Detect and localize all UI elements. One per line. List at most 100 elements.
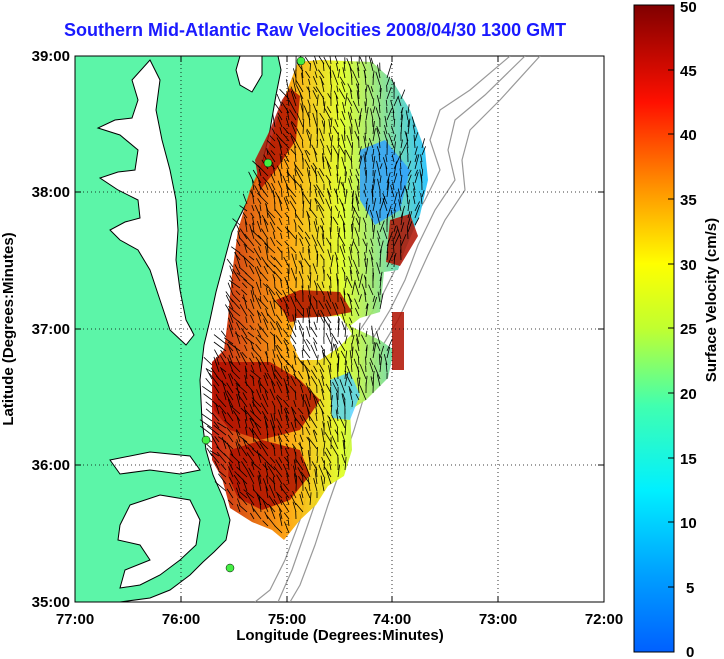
velocity-arrow xyxy=(227,466,234,478)
velocity-arrow xyxy=(319,399,325,408)
velocity-arrow xyxy=(337,316,339,324)
velocity-arrow xyxy=(335,343,339,352)
velocity-arrow xyxy=(293,350,297,359)
velocity-arrow xyxy=(393,173,398,184)
velocity-arrow xyxy=(258,179,262,191)
velocity-arrow xyxy=(220,366,227,380)
velocity-arrow xyxy=(310,369,318,380)
velocity-arrow xyxy=(344,323,347,338)
velocity-arrow xyxy=(329,417,332,429)
velocity-arrow xyxy=(265,283,276,296)
velocity-arrow xyxy=(282,126,290,135)
velocity-arrow xyxy=(281,362,283,373)
velocity-arrow xyxy=(279,137,290,149)
velocity-arrow xyxy=(323,476,326,485)
velocity-arrow xyxy=(203,357,213,366)
velocity-arrow xyxy=(277,433,283,443)
velocity-arrow xyxy=(218,470,227,478)
velocity-arrow xyxy=(344,277,347,289)
velocity-arrow xyxy=(379,240,384,254)
velocity-arrow xyxy=(294,416,304,429)
velocity-arrow xyxy=(228,305,241,317)
velocity-arrow xyxy=(377,64,381,79)
velocity-arrow xyxy=(260,402,269,415)
velocity-arrow xyxy=(273,256,283,268)
velocity-arrow xyxy=(274,287,283,296)
velocity-arrow xyxy=(292,501,297,513)
velocity-arrow xyxy=(413,188,416,198)
velocity-arrow xyxy=(302,200,305,212)
x-tick-label: 74:00 xyxy=(373,611,411,628)
velocity-arrow xyxy=(267,210,276,219)
velocity-arrow xyxy=(291,120,297,128)
velocity-arrow xyxy=(336,85,339,93)
velocity-arrow xyxy=(330,84,332,93)
velocity-arrow xyxy=(232,294,241,303)
velocity-arrow xyxy=(283,337,290,345)
velocity-arrow xyxy=(290,421,297,436)
velocity-arrow xyxy=(330,414,339,429)
velocity-arrow xyxy=(213,341,227,352)
velocity-arrow xyxy=(337,137,340,149)
colorbar xyxy=(633,4,675,653)
velocity-arrow xyxy=(271,400,276,408)
velocity-arrow xyxy=(243,439,255,450)
velocity-arrow xyxy=(315,184,325,198)
velocity-arrow xyxy=(287,455,290,471)
velocity-arrow xyxy=(284,408,290,422)
velocity-arrow xyxy=(289,200,297,212)
velocity-arrow xyxy=(318,300,325,310)
velocity-arrow xyxy=(280,405,283,415)
velocity-arrow xyxy=(321,408,325,422)
velocity-arrow xyxy=(337,353,340,366)
velocity-arrow xyxy=(304,56,311,65)
velocity-arrow xyxy=(242,457,248,464)
velocity-arrow xyxy=(349,126,353,142)
velocity-arrow xyxy=(393,203,397,212)
velocity-arrow xyxy=(218,405,227,415)
velocity-arrow xyxy=(318,378,325,394)
velocity-arrow xyxy=(355,349,360,359)
velocity-arrow xyxy=(344,360,348,373)
velocity-arrow xyxy=(326,144,332,156)
velocity-arrow xyxy=(382,192,388,205)
velocity-arrow xyxy=(238,504,248,513)
velocity-arrow xyxy=(307,249,311,261)
velocity-arrow xyxy=(303,339,311,352)
velocity-arrow xyxy=(326,106,332,114)
velocity-arrow xyxy=(382,198,388,212)
velocity-arrow xyxy=(258,183,269,198)
velocity-arrow xyxy=(251,285,255,296)
velocity-arrow xyxy=(228,354,234,366)
velocity-arrow xyxy=(400,122,403,135)
velocity-arrow xyxy=(376,342,381,352)
velocity-arrow xyxy=(331,301,339,317)
velocity-arrow xyxy=(379,163,383,170)
velocity-arrow xyxy=(199,425,213,436)
velocity-arrow xyxy=(279,513,283,527)
velocity-arrow xyxy=(379,271,383,282)
velocity-arrow xyxy=(321,233,325,247)
velocity-arrow xyxy=(283,399,290,408)
velocity-arrow xyxy=(261,256,269,268)
velocity-arrow xyxy=(349,168,353,177)
velocity-arrow xyxy=(316,274,319,282)
velocity-arrow xyxy=(393,225,397,233)
velocity-arrow xyxy=(379,293,384,310)
velocity-arrow xyxy=(235,430,241,443)
velocity-arrow xyxy=(365,356,367,366)
velocity-arrow xyxy=(282,463,290,478)
velocity-arrow xyxy=(258,246,262,254)
velocity-arrow xyxy=(293,219,297,226)
velocity-arrow xyxy=(234,345,241,359)
x-tick-label: 72:00 xyxy=(585,611,623,628)
velocity-arrow xyxy=(316,94,319,107)
velocity-arrow xyxy=(414,146,418,156)
velocity-arrow xyxy=(316,354,319,366)
velocity-arrow xyxy=(376,95,381,107)
velocity-arrow xyxy=(237,393,248,408)
velocity-arrow xyxy=(301,141,304,149)
velocity-arrow xyxy=(220,463,227,471)
velocity-arrow xyxy=(350,308,353,317)
velocity-arrow xyxy=(330,276,332,289)
